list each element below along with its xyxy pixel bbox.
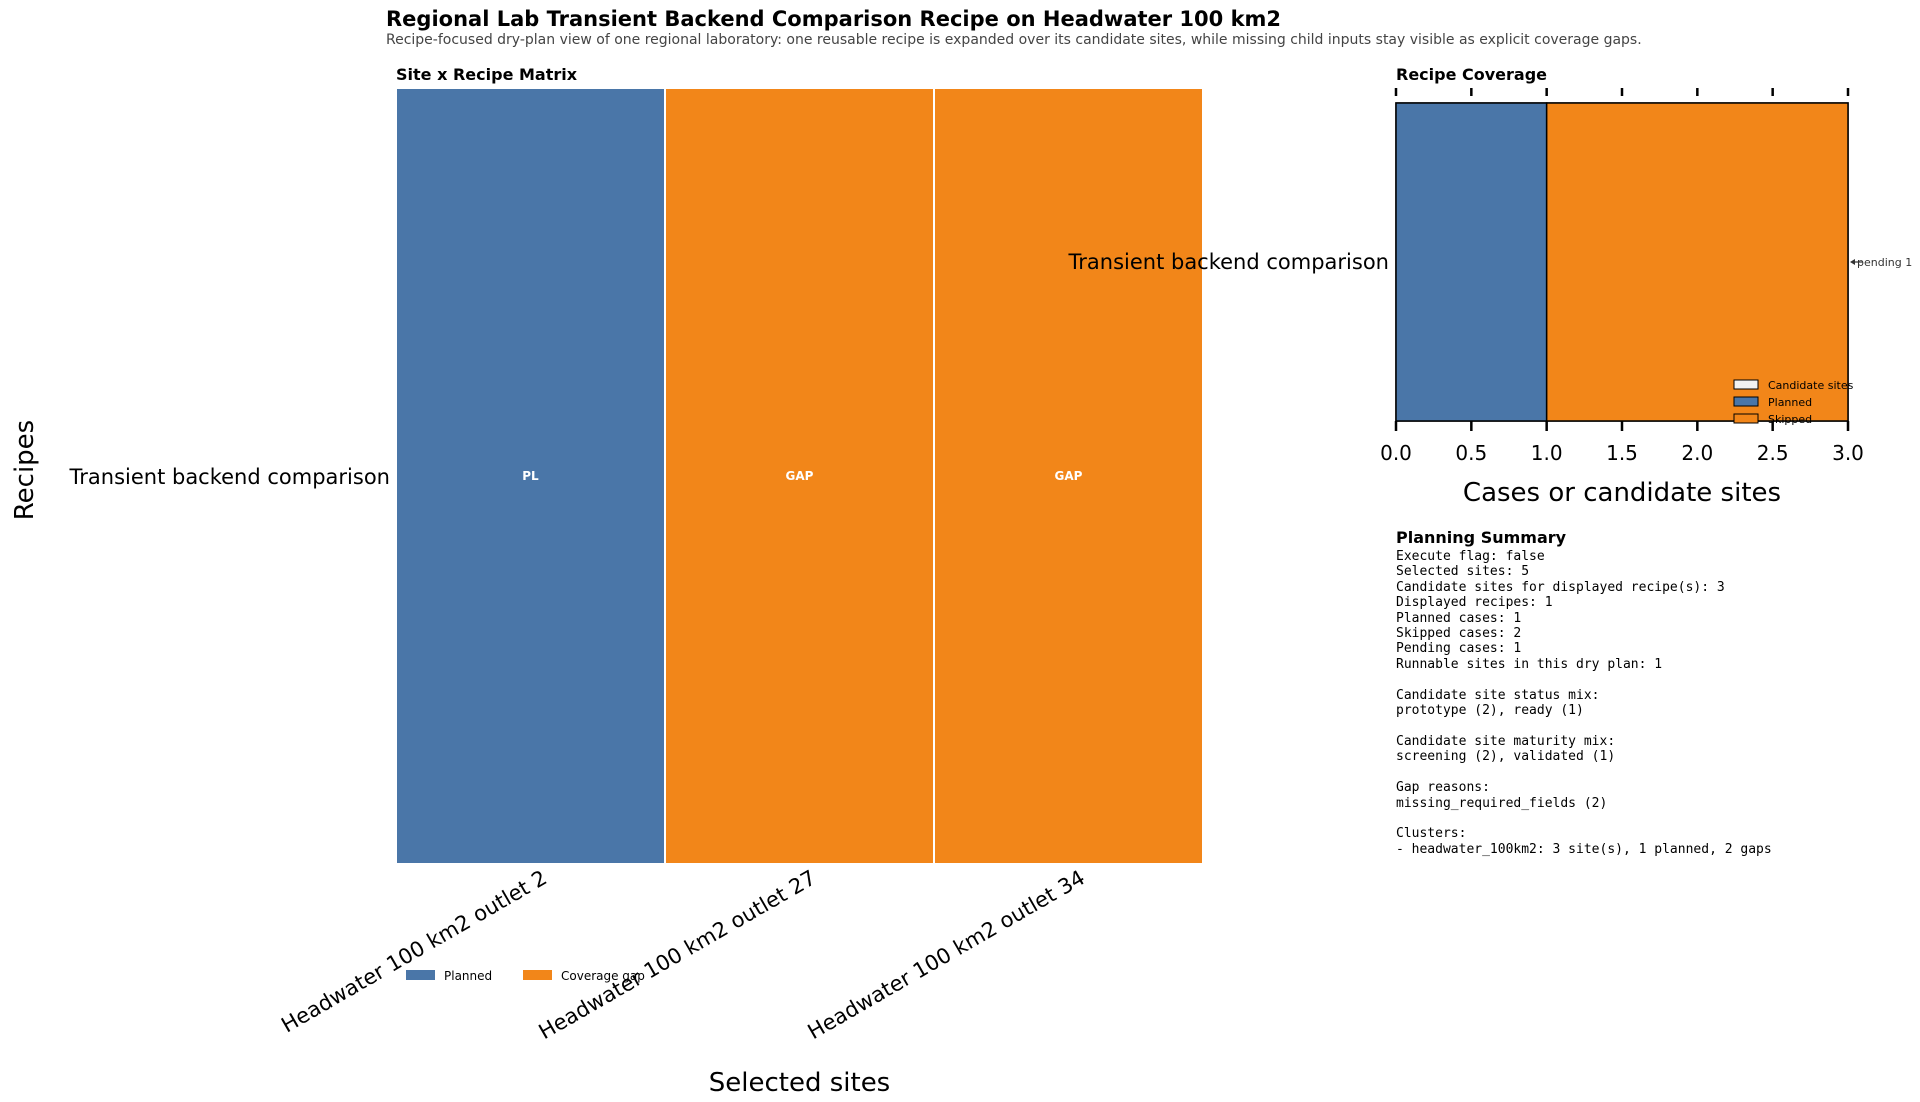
matrix-site-label: Headwater 100 km2 outlet 34: [804, 866, 1089, 1045]
matrix-cell-label: PL: [522, 469, 539, 483]
summary-line: - headwater_100km2: 3 site(s), 1 planned…: [1396, 841, 1772, 857]
matrix-title: Site x Recipe Matrix: [396, 65, 578, 84]
summary-line: Skipped cases: 2: [1396, 626, 1522, 642]
pending-annotation: pending 1: [1857, 256, 1912, 269]
recipe-coverage-chart: Recipe Coverage Transient backend compari…: [1068, 65, 1913, 508]
summary-line: [1396, 811, 1772, 826]
matrix-site-label: Headwater 100 km2 outlet 2: [277, 866, 551, 1038]
coverage-tick-label: 1.5: [1606, 441, 1638, 465]
page-subtitle: Recipe-focused dry-plan view of one regi…: [386, 32, 1642, 48]
coverage-tick-label: 0.5: [1455, 441, 1487, 465]
summary-title: Planning Summary: [1396, 528, 1567, 547]
legend-swatch: [406, 970, 435, 980]
matrix-recipe-label: Transient backend comparison: [69, 465, 390, 489]
summary-text: Execute flag: false Selected sites: 5 Cand…: [1396, 549, 1772, 857]
coverage-tick-label: 3.0: [1832, 441, 1864, 465]
site-recipe-matrix: Site x Recipe Matrix PL GAP GAP Transient ba…: [10, 65, 1204, 1098]
summary-line: missing_required_fields (2): [1396, 795, 1608, 811]
summary-line: prototype (2), ready (1): [1396, 703, 1584, 719]
summary-line: Displayed recipes: 1: [1396, 595, 1553, 611]
legend-label: Planned: [444, 969, 492, 983]
coverage-recipe-label: Transient backend comparison: [1068, 250, 1389, 274]
coverage-title: Recipe Coverage: [1396, 65, 1547, 84]
coverage-tick-label: 1.0: [1531, 441, 1563, 465]
matrix-cell-label: GAP: [786, 469, 814, 483]
coverage-legend-swatch: [1733, 379, 1759, 390]
coverage-legend-label: Candidate sites: [1768, 379, 1854, 392]
pending-arrowhead: [1850, 259, 1855, 265]
matrix-cell: [664, 87, 935, 865]
matrix-cell: [395, 87, 666, 865]
legend-swatch: [523, 970, 552, 980]
summary-line: Execute flag: false: [1396, 549, 1545, 564]
coverage-legend-swatch: [1733, 396, 1759, 407]
coverage-legend-swatch: [1733, 413, 1759, 424]
matrix-xlabel: Selected sites: [709, 1068, 890, 1098]
summary-line: Gap reasons:: [1396, 780, 1490, 796]
matrix-cell-label: GAP: [1055, 469, 1083, 483]
summary-line: Selected sites: 5: [1396, 564, 1530, 580]
summary-line: Clusters:: [1396, 826, 1467, 842]
matrix-site-label: Headwater 100 km2 outlet 27: [535, 866, 820, 1045]
summary-line: Runnable sites in this dry plan: 1: [1396, 656, 1663, 672]
summary-line: Candidate site maturity mix:: [1396, 733, 1616, 749]
summary-line: Candidate sites for displayed recipe(s):…: [1396, 579, 1725, 595]
matrix-ylabel: Recipes: [10, 420, 40, 520]
coverage-tick-label: 2.0: [1681, 441, 1713, 465]
page-title: Regional Lab Transient Backend Compariso…: [386, 7, 1282, 31]
matrix-cell: [933, 87, 1204, 865]
summary-line: Planned cases: 1: [1396, 610, 1522, 626]
bar-skipped: [1545, 102, 1849, 422]
coverage-tick-label: 0.0: [1380, 441, 1412, 465]
coverage-tick-label: 2.5: [1757, 441, 1789, 465]
summary-line: [1396, 718, 1772, 733]
coverage-xlabel: Cases or candidate sites: [1463, 478, 1781, 508]
summary-line: Candidate site status mix:: [1396, 687, 1600, 703]
coverage-legend-label: Planned: [1768, 396, 1812, 409]
summary-line: Pending cases: 1: [1396, 641, 1522, 657]
coverage-legend-label: Skipped: [1768, 413, 1812, 426]
summary-line: [1396, 672, 1772, 687]
legend-label: Coverage gap: [561, 969, 645, 983]
summary-line: [1396, 765, 1772, 780]
summary-line: screening (2), validated (1): [1396, 749, 1616, 765]
bar-planned: [1395, 102, 1548, 422]
